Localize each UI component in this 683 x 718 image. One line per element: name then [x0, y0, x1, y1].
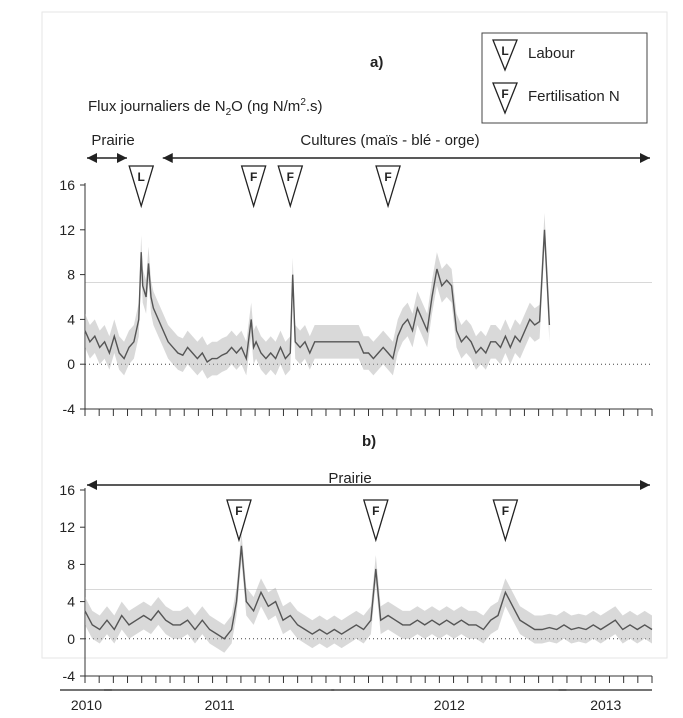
series-band	[85, 213, 550, 379]
event-marker	[362, 499, 389, 543]
ylabel-part-2: O (ng N/m	[231, 98, 300, 115]
event-marker	[226, 499, 252, 543]
period-arrowhead-right	[640, 153, 650, 163]
legend-marker-l	[492, 39, 518, 72]
event-marker-letter: F	[287, 170, 294, 184]
event-marker-letter: F	[372, 504, 379, 518]
panel-a-title: a)	[370, 54, 383, 71]
y-tick-label: -4	[63, 668, 76, 684]
legend-marker-l-letter: L	[501, 44, 508, 58]
y-tick-label: 8	[67, 556, 75, 572]
period-label: Prairie	[91, 132, 134, 149]
panel-b-title: b)	[362, 433, 376, 450]
y-tick-label: 4	[67, 311, 75, 327]
legend-item-labour: L Labour	[492, 39, 575, 72]
ylabel-part-1: Flux journaliers de N	[88, 98, 226, 115]
y-tick-label: 16	[59, 482, 75, 498]
event-marker-letter: F	[250, 170, 257, 184]
legend: L Labour F Fertilisation N	[481, 32, 648, 124]
y-tick-label: 12	[59, 519, 75, 535]
period-arrowhead-right	[640, 480, 650, 490]
event-marker	[240, 165, 267, 209]
panel-a-ylabel: Flux journaliers de N2O (ng N/m2.s)	[88, 97, 323, 118]
legend-item-fertilisation: F Fertilisation N	[492, 82, 620, 115]
legend-marker-f-letter: F	[501, 87, 508, 101]
period-arrowhead-left	[87, 480, 97, 490]
y-tick-label: 16	[59, 177, 75, 193]
event-marker	[492, 499, 519, 543]
period-label: Prairie	[328, 470, 371, 487]
panel-a: 16 12 8 4 0 -4 Prairie Cultures (maïs - blé - o…	[59, 132, 653, 417]
y-tick-label: 0	[67, 631, 75, 647]
series-band	[85, 531, 652, 653]
figure-frame	[41, 11, 668, 659]
legend-box	[481, 32, 648, 124]
event-marker-letter: L	[138, 170, 145, 184]
y-tick-label: 4	[67, 594, 75, 610]
year-axis: 2010 2011 2012 2013	[60, 689, 652, 713]
period-arrowhead-right	[116, 153, 127, 163]
legend-label-fertilisation: Fertilisation N	[528, 88, 620, 105]
period-label: Cultures (maïs - blé - orge)	[300, 132, 479, 149]
event-marker-letter: F	[502, 504, 509, 518]
y-tick-label: 12	[59, 222, 75, 238]
panel-b: 16 12 8 4 0 -4 Prairie F F F	[59, 470, 653, 684]
y-tick-label: 0	[67, 356, 75, 372]
year-label: 2011	[205, 697, 235, 713]
ylabel-part-3: .s)	[306, 98, 323, 115]
event-marker-letter: F	[235, 504, 242, 518]
year-label: 2010	[71, 697, 102, 713]
ylabel-subscript: 2	[226, 107, 232, 118]
year-label: 2012	[434, 697, 465, 713]
event-marker-letter: F	[384, 170, 391, 184]
event-marker	[375, 165, 401, 209]
series-line	[84, 229, 551, 364]
event-marker	[277, 165, 304, 209]
ylabel-superscript: 2	[300, 97, 306, 108]
series-line	[84, 545, 653, 640]
event-marker	[128, 165, 155, 209]
year-label: 2013	[590, 697, 621, 713]
legend-label-labour: Labour	[528, 45, 575, 62]
y-tick-label: 8	[67, 267, 75, 283]
y-tick-label: -4	[63, 401, 76, 417]
period-arrowhead-left	[162, 153, 173, 163]
legend-marker-f	[492, 82, 518, 115]
period-arrowhead-left	[87, 153, 97, 163]
